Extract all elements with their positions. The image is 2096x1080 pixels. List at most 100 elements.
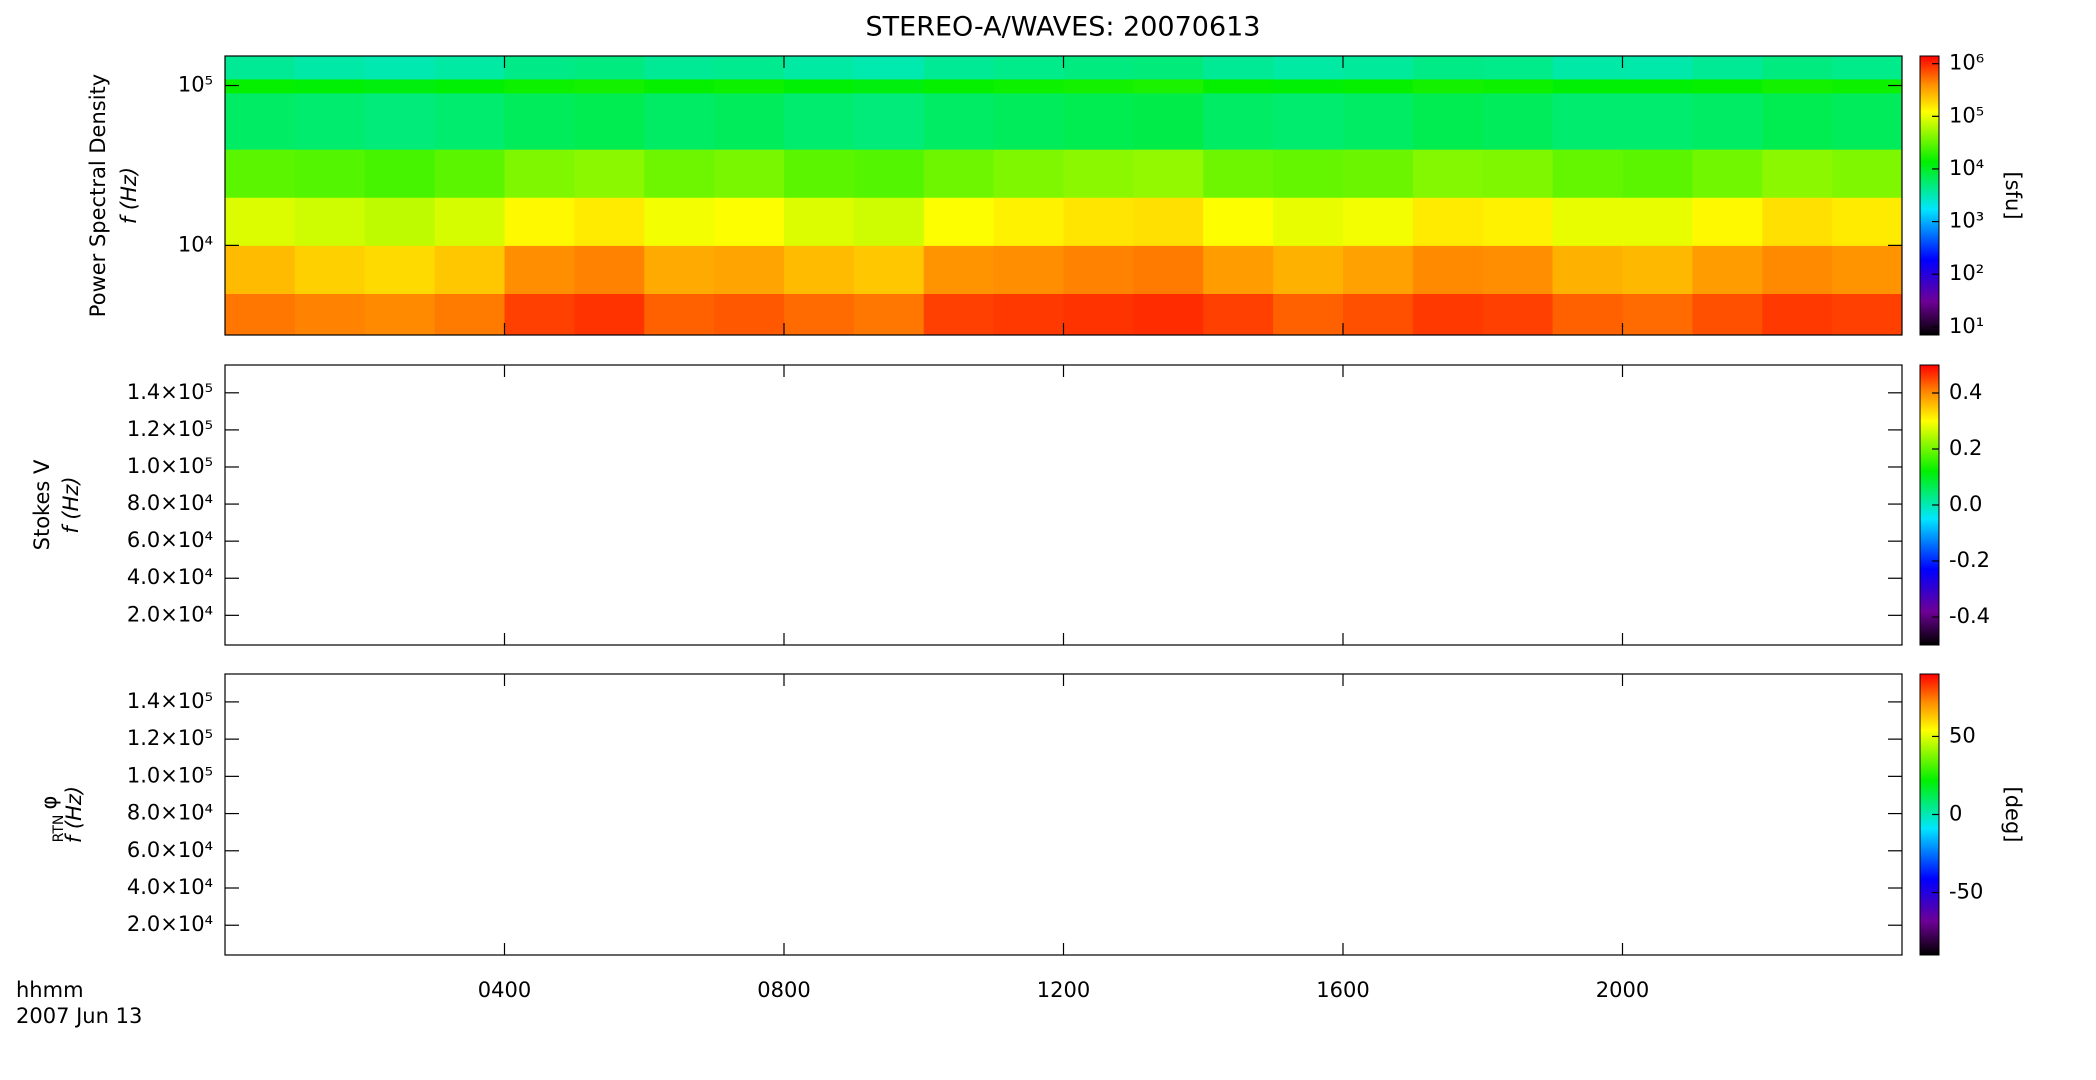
- heatmap-cell: [993, 56, 1064, 80]
- heatmap-cell: [1063, 56, 1134, 80]
- heatmap-cell: [574, 245, 645, 294]
- heatmap-cell: [1622, 293, 1693, 336]
- heatmap-cell: [644, 56, 715, 80]
- heatmap-cell: [1133, 92, 1204, 150]
- panel-frame: [224, 364, 1903, 646]
- heatmap-cell: [1692, 92, 1763, 150]
- y-axis-label-freq: f (Hz): [62, 786, 86, 843]
- heatmap-cell: [784, 149, 855, 198]
- heatmap-cell: [1063, 197, 1134, 246]
- heatmap-cell: [714, 245, 785, 294]
- colorbar-tick-label: 10¹: [1949, 314, 1984, 338]
- y-tick-label: 8.0×10⁴: [127, 801, 213, 825]
- y-tick-label: 2.0×10⁴: [127, 912, 213, 936]
- heatmap-cell: [294, 197, 366, 246]
- colorbar-tick-label: 10²: [1949, 261, 1984, 285]
- heatmap-cell: [1832, 149, 1903, 198]
- heatmap-cell: [1273, 92, 1344, 150]
- heatmap-cell: [294, 293, 366, 336]
- heatmap-cell: [1622, 92, 1693, 150]
- y-axis-label: φ: [37, 796, 61, 810]
- heatmap-cell: [1692, 78, 1763, 94]
- heatmap-cell: [1203, 92, 1274, 150]
- heatmap-cell: [1832, 245, 1903, 294]
- heatmap-cell: [1482, 149, 1554, 198]
- heatmap-cell: [1343, 56, 1414, 80]
- heatmap-cell: [1343, 293, 1414, 336]
- heatmap-cell: [225, 78, 296, 94]
- heatmap-cell: [1552, 78, 1623, 94]
- heatmap-cell: [434, 245, 505, 294]
- chart-title: STEREO-A/WAVES: 20070613: [866, 12, 1261, 43]
- heatmap-cell: [784, 92, 855, 150]
- colorbar-tick-label: -0.4: [1949, 604, 1990, 628]
- heatmap-cell: [364, 78, 436, 94]
- heatmap-cell: [1622, 245, 1693, 294]
- heatmap-cell: [644, 92, 715, 150]
- heatmap-cell: [1482, 197, 1554, 246]
- heatmap-cell: [1552, 56, 1623, 80]
- heatmap-cell: [923, 56, 995, 80]
- heatmap-cell: [574, 149, 645, 198]
- x-tick-label: 1600: [1316, 978, 1369, 1002]
- heatmap-cell: [225, 149, 296, 198]
- heatmap-cell: [1762, 293, 1833, 336]
- heatmap-cell: [294, 245, 366, 294]
- heatmap-cell: [644, 78, 715, 94]
- heatmap-cell: [923, 245, 995, 294]
- colorbar-tick-label: 0.2: [1949, 436, 1982, 460]
- heatmap-cell: [364, 149, 436, 198]
- colorbar-tick-label: -50: [1949, 880, 1983, 904]
- y-tick-label: 1.0×10⁵: [127, 763, 213, 787]
- heatmap-cell: [1762, 245, 1833, 294]
- heatmap-cell: [574, 197, 645, 246]
- heatmap-cell: [644, 293, 715, 336]
- colorbar-tick-label: 0.4: [1949, 380, 1982, 404]
- colorbar-tick-label: 10⁶: [1949, 51, 1984, 75]
- y-tick-label: 4.0×10⁴: [127, 875, 213, 899]
- heatmap-cell: [714, 293, 785, 336]
- heatmap-cell: [1273, 197, 1344, 246]
- date-label: 2007 Jun 13: [16, 1004, 142, 1028]
- heatmap-cell: [853, 78, 925, 94]
- heatmap-cell: [853, 245, 925, 294]
- heatmap-cell: [1552, 92, 1623, 150]
- heatmap-cell: [364, 245, 436, 294]
- heatmap-cell: [1412, 56, 1484, 80]
- heatmap-cell: [294, 56, 366, 80]
- heatmap-cell: [714, 92, 785, 150]
- heatmap-cell: [225, 56, 296, 80]
- heatmap-cell: [1832, 92, 1903, 150]
- heatmap-cell: [1133, 78, 1204, 94]
- x-tick-label: 2000: [1596, 978, 1649, 1002]
- heatmap-cell: [294, 92, 366, 150]
- heatmap-cell: [225, 92, 296, 150]
- heatmap-cell: [784, 293, 855, 336]
- heatmap-cell: [1692, 197, 1763, 246]
- colorbar-tick-label: 50: [1949, 723, 1976, 747]
- heatmap-cell: [644, 149, 715, 198]
- heatmap-cell: [1273, 245, 1344, 294]
- heatmap-cell: [1203, 197, 1274, 246]
- y-tick-label: 1.4×10⁵: [127, 689, 213, 713]
- heatmap-cell: [853, 149, 925, 198]
- heatmap-cell: [1273, 78, 1344, 94]
- x-tick-label: 0400: [478, 978, 531, 1002]
- heatmap-cell: [1133, 56, 1204, 80]
- heatmap-cell: [993, 293, 1064, 336]
- heatmap-cell: [434, 92, 505, 150]
- heatmap-cell: [1692, 149, 1763, 198]
- heatmap-cell: [1692, 293, 1763, 336]
- heatmap-cell: [1692, 56, 1763, 80]
- heatmap-cell: [1412, 149, 1484, 198]
- y-tick-label: 10⁵: [178, 73, 213, 97]
- heatmap-cell: [1133, 149, 1204, 198]
- heatmap-cell: [225, 293, 296, 336]
- heatmap-cell: [993, 197, 1064, 246]
- heatmap-cell: [225, 197, 296, 246]
- heatmap-cell: [1482, 245, 1554, 294]
- heatmap-cell: [923, 293, 995, 336]
- heatmap-cell: [504, 293, 575, 336]
- heatmap-cell: [1063, 92, 1134, 150]
- heatmap-cell: [434, 56, 505, 80]
